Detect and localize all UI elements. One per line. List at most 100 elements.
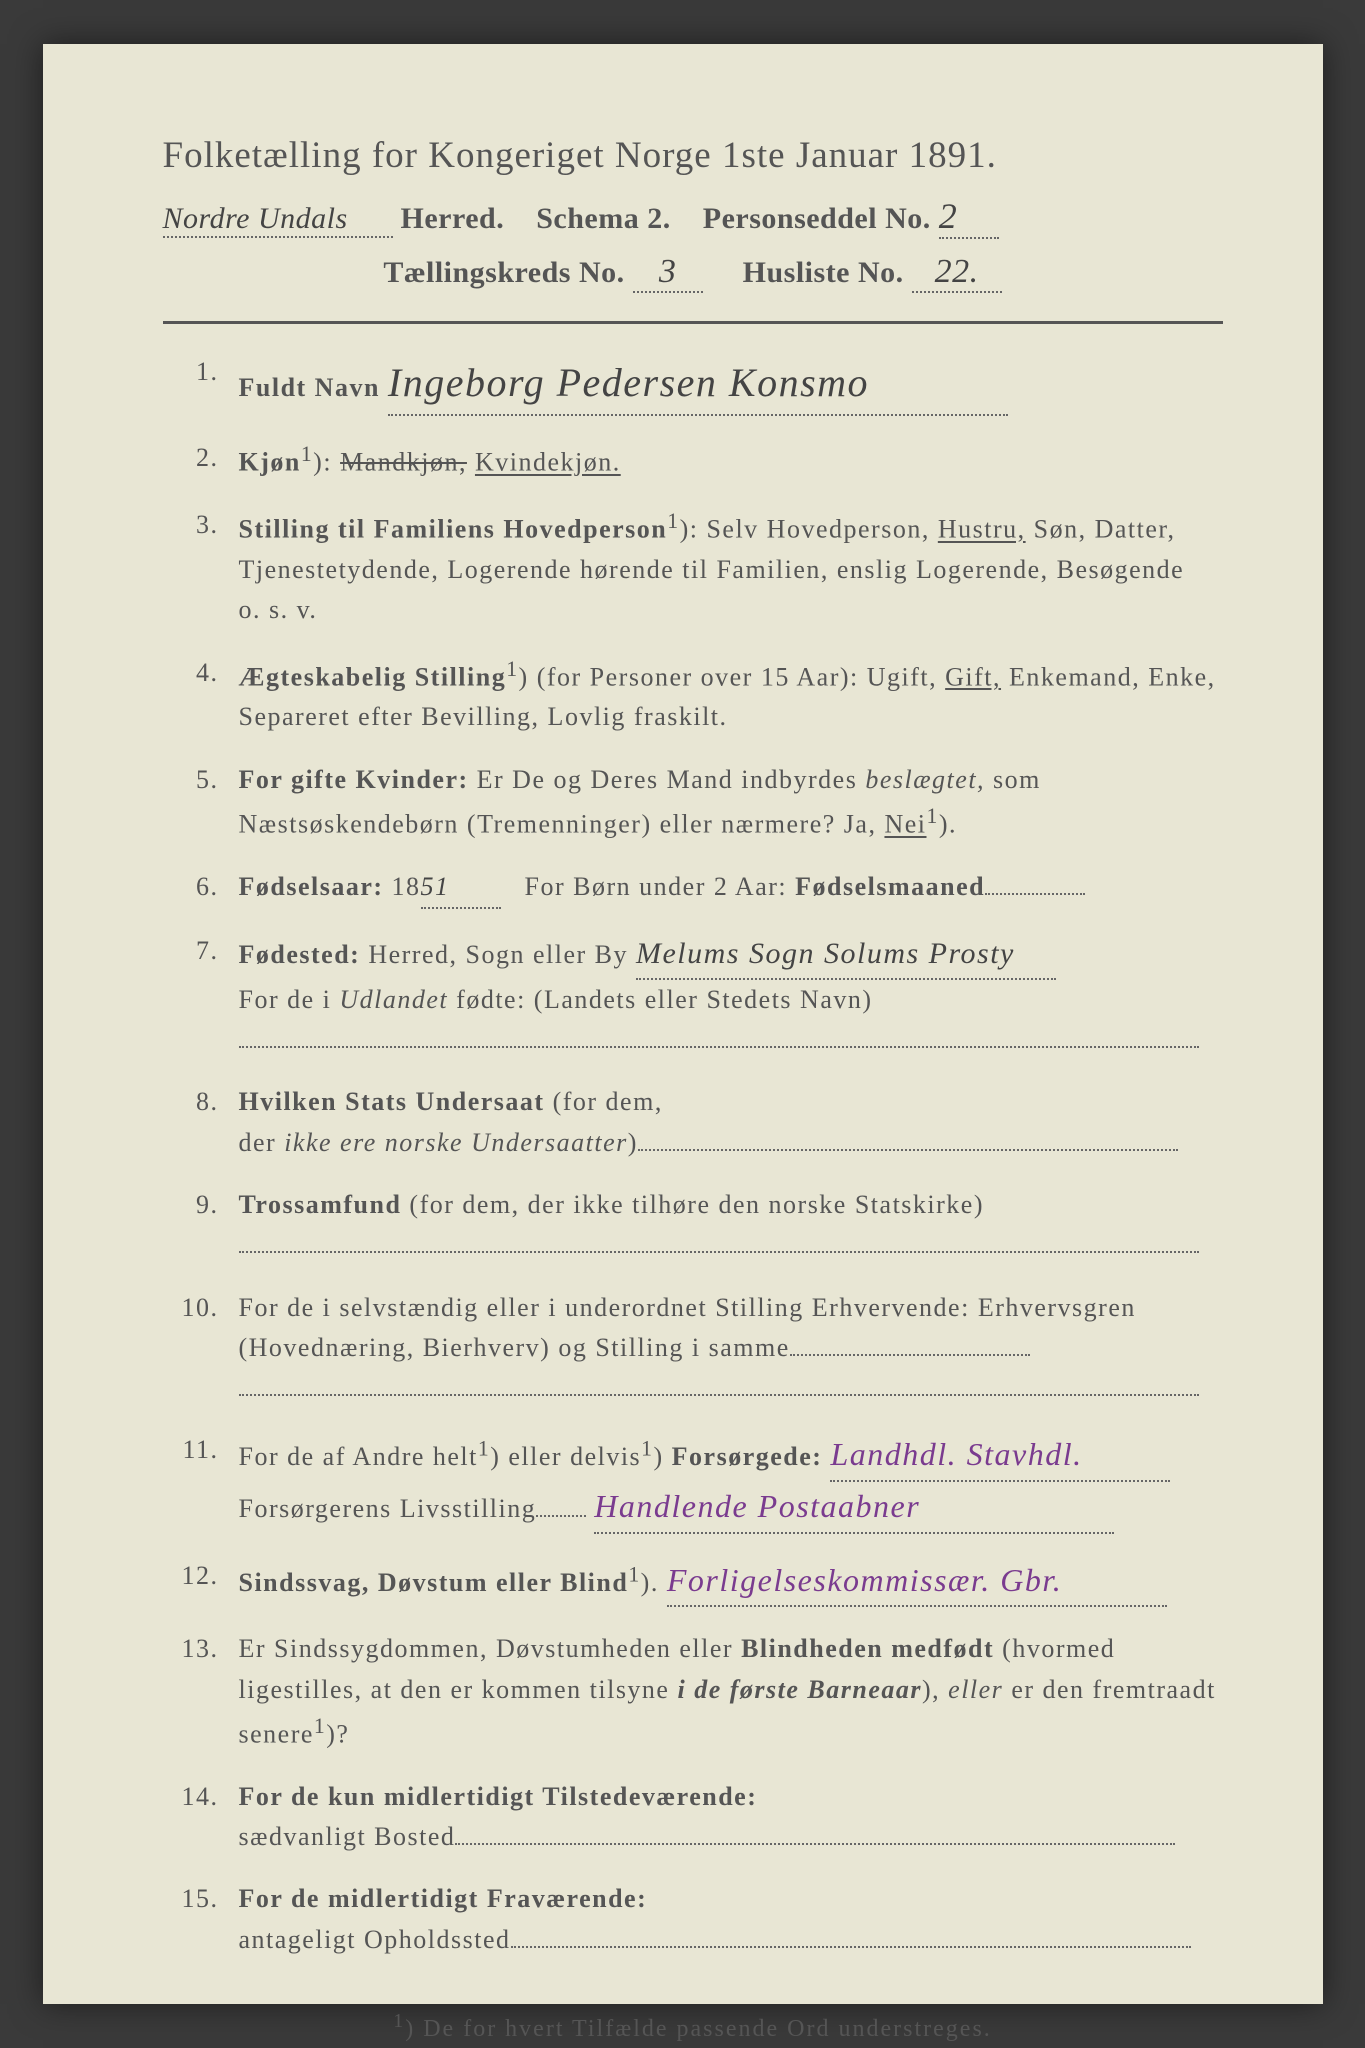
husliste-label: Husliste No.	[743, 256, 904, 289]
q7-t3: fødte: (Landets eller Stedets Navn)	[456, 985, 872, 1014]
item-9: 9. Trossamfund (for dem, der ikke tilhør…	[163, 1185, 1223, 1266]
footnote-sup: 1	[393, 2010, 405, 2032]
husliste-no: 22.	[912, 253, 1002, 293]
herred-value: Nordre Undals	[163, 202, 393, 238]
q6-text: For Børn under 2 Aar:	[525, 872, 788, 901]
num-10: 10.	[163, 1288, 239, 1409]
q3-label: Stilling til Familiens Hovedperson	[239, 515, 668, 544]
q11-t4: Forsørgerens Livsstilling	[239, 1494, 537, 1523]
body-14: For de kun midlertidigt Tilstedeværende:…	[239, 1777, 1223, 1858]
q5-t1: Er De og Deres Mand indbyrdes	[477, 765, 858, 794]
body-8: Hvilken Stats Undersaat (for dem, der ik…	[239, 1082, 1223, 1163]
q6-year: 51	[421, 867, 501, 909]
q13-t5: )?	[326, 1720, 349, 1749]
q13-ital2: eller	[948, 1675, 1003, 1704]
person-label: Personseddel No.	[703, 202, 931, 235]
q11-val2: Handlende Postaabner	[594, 1482, 1114, 1534]
q8-ital: ikke ere norske Undersaatter	[284, 1128, 628, 1157]
num-14: 14.	[163, 1777, 239, 1858]
body-4: Ægteskabelig Stilling1) (for Personer ov…	[239, 653, 1223, 738]
num-5: 5.	[163, 760, 239, 845]
num-7: 7.	[163, 931, 239, 1060]
q2-sup: 1	[301, 442, 313, 466]
q15-label: For de midlertidigt Fraværende:	[239, 1884, 648, 1913]
item-6: 6. Fødselsaar: 1851 For Børn under 2 Aar…	[163, 867, 1223, 909]
body-9: Trossamfund (for dem, der ikke tilhøre d…	[239, 1185, 1223, 1266]
q12-sup: 1	[628, 1562, 640, 1586]
q7-value: Melums Sogn Solums Prosty	[636, 931, 1056, 980]
q7-blank	[239, 1046, 1199, 1048]
q13-sup: 1	[314, 1714, 326, 1738]
q14-text: sædvanligt Bosted	[239, 1822, 456, 1851]
q11-val1: Landhdl. Stavhdl.	[830, 1430, 1170, 1482]
body-10: For de i selvstændig eller i underordnet…	[239, 1288, 1223, 1409]
q11-t1: For de af Andre helt	[239, 1442, 478, 1471]
item-4: 4. Ægteskabelig Stilling1) (for Personer…	[163, 653, 1223, 738]
q11-gap	[536, 1515, 586, 1517]
body-5: For gifte Kvinder: Er De og Deres Mand i…	[239, 760, 1223, 845]
body-15: For de midlertidigt Fraværende: antageli…	[239, 1879, 1223, 1960]
q11-s1: 1	[478, 1437, 490, 1461]
form-title: Folketælling for Kongeriget Norge 1ste J…	[163, 134, 1223, 177]
item-11: 11. For de af Andre helt1) eller delvis1…	[163, 1430, 1223, 1533]
q4-sup: 1	[506, 657, 518, 681]
q11-t2: ) eller delvis	[490, 1442, 641, 1471]
q13-t1: Er Sindssygdommen, Døvstumheden eller	[239, 1634, 734, 1663]
q4-label: Ægteskabelig Stilling	[239, 662, 507, 691]
num-8: 8.	[163, 1082, 239, 1163]
q3-t1: ): Selv Hovedperson,	[680, 515, 930, 544]
body-6: Fødselsaar: 1851 For Børn under 2 Aar: F…	[239, 867, 1223, 909]
q10-blank2	[239, 1394, 1199, 1396]
q5-nei: Nei	[884, 810, 926, 839]
q11-s2: 1	[641, 1437, 653, 1461]
q5-label: For gifte Kvinder:	[239, 765, 469, 794]
num-2: 2.	[163, 438, 239, 483]
body-1: Fuldt Navn Ingeborg Pedersen Konsmo	[239, 352, 1223, 416]
item-1: 1. Fuldt Navn Ingeborg Pedersen Konsmo	[163, 352, 1223, 416]
census-form-page: Folketælling for Kongeriget Norge 1ste J…	[43, 44, 1323, 2004]
q9-text: (for dem, der ikke tilhøre den norske St…	[409, 1190, 984, 1219]
item-15: 15. For de midlertidigt Fraværende: anta…	[163, 1879, 1223, 1960]
q3-sup: 1	[667, 509, 679, 533]
q12-label: Sindssvag, Døvstum eller Blind	[239, 1568, 629, 1597]
body-12: Sindssvag, Døvstum eller Blind1). Forlig…	[239, 1556, 1223, 1608]
herred-label: Herred.	[401, 202, 505, 235]
q13-t3: ),	[922, 1675, 940, 1704]
item-13: 13. Er Sindssygdommen, Døvstumheden elle…	[163, 1629, 1223, 1755]
body-7: Fødested: Herred, Sogn eller By Melums S…	[239, 931, 1223, 1060]
item-8: 8. Hvilken Stats Undersaat (for dem, der…	[163, 1082, 1223, 1163]
body-2: Kjøn1): Mandkjøn, Kvindekjøn.	[239, 438, 1223, 483]
num-9: 9.	[163, 1185, 239, 1266]
q14-blank	[455, 1843, 1175, 1845]
q8-t1: (for dem,	[553, 1087, 663, 1116]
q2-opt1: Mandkjøn,	[340, 448, 467, 477]
q7-t2: For de i	[239, 985, 332, 1014]
divider	[163, 321, 1223, 324]
q10-t1: For de i selvstændig eller i underordnet…	[239, 1293, 1136, 1362]
person-no: 2	[939, 195, 999, 239]
item-5: 5. For gifte Kvinder: Er De og Deres Man…	[163, 760, 1223, 845]
item-10: 10. For de i selvstændig eller i underor…	[163, 1288, 1223, 1409]
num-6: 6.	[163, 867, 239, 909]
num-12: 12.	[163, 1556, 239, 1608]
q2-opt2: Kvindekjøn.	[475, 448, 621, 477]
q9-label: Trossamfund	[239, 1190, 402, 1219]
footnote-text: ) De for hvert Tilfælde passende Ord und…	[405, 2016, 992, 2042]
q8-label: Hvilken Stats Undersaat	[239, 1087, 545, 1116]
body-13: Er Sindssygdommen, Døvstumheden eller Bl…	[239, 1629, 1223, 1755]
q7-label: Fødested:	[239, 940, 361, 969]
item-12: 12. Sindssvag, Døvstum eller Blind1). Fo…	[163, 1556, 1223, 1608]
q5-sup: 1	[927, 804, 939, 828]
q6-label2: Fødselsmaaned	[795, 872, 985, 901]
num-11: 11.	[163, 1430, 239, 1533]
q1-value: Ingeborg Pedersen Konsmo	[388, 352, 1008, 416]
header-row-1: Nordre Undals Herred. Schema 2. Personse…	[163, 195, 1223, 239]
num-13: 13.	[163, 1629, 239, 1755]
q11-t3: )	[654, 1442, 664, 1471]
q14-label: For de kun midlertidigt Tilstedeværende:	[239, 1782, 758, 1811]
q4-gift: Gift,	[945, 662, 1001, 691]
num-4: 4.	[163, 653, 239, 738]
body-3: Stilling til Familiens Hovedperson1): Se…	[239, 505, 1223, 631]
q7-ital: Udlandet	[339, 985, 448, 1014]
body-11: For de af Andre helt1) eller delvis1) Fo…	[239, 1430, 1223, 1533]
